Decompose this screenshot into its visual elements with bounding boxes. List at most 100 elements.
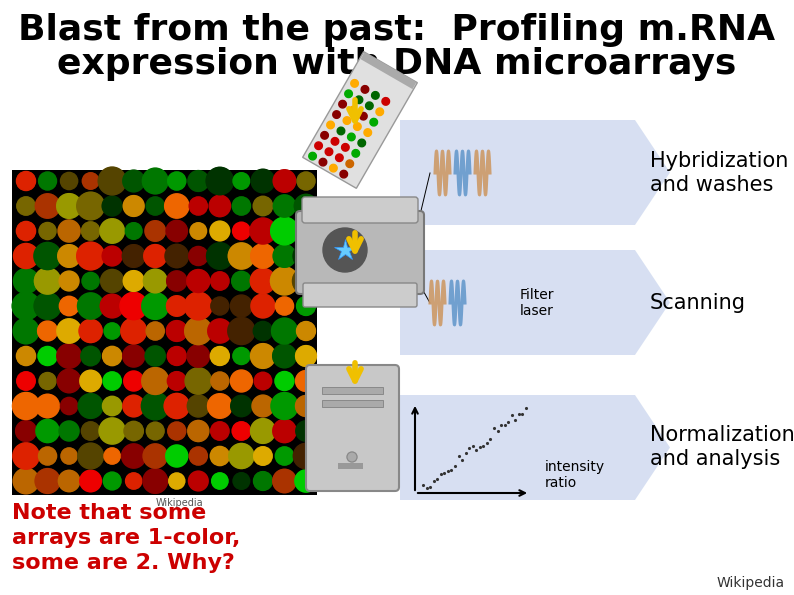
Circle shape [61, 448, 77, 464]
Circle shape [39, 447, 56, 465]
Circle shape [141, 392, 169, 420]
Circle shape [209, 195, 230, 217]
Circle shape [121, 444, 146, 468]
Circle shape [233, 197, 250, 215]
Circle shape [168, 172, 186, 190]
Circle shape [77, 192, 105, 220]
Circle shape [365, 102, 373, 109]
Circle shape [124, 421, 144, 441]
Circle shape [187, 395, 210, 417]
Circle shape [251, 294, 275, 318]
Circle shape [13, 443, 39, 469]
Circle shape [58, 245, 80, 267]
Circle shape [321, 131, 329, 139]
Circle shape [250, 218, 276, 244]
Circle shape [254, 372, 272, 390]
Circle shape [273, 195, 295, 217]
Circle shape [145, 346, 165, 366]
Circle shape [210, 346, 229, 365]
Circle shape [56, 193, 82, 218]
Circle shape [189, 246, 208, 265]
Circle shape [251, 169, 275, 193]
Circle shape [229, 443, 254, 468]
Text: Blast from the past:  Profiling m.RNA: Blast from the past: Profiling m.RNA [18, 13, 776, 47]
Circle shape [184, 292, 212, 320]
Circle shape [251, 294, 275, 318]
Circle shape [297, 296, 315, 315]
Circle shape [273, 195, 295, 217]
Circle shape [211, 297, 229, 315]
Circle shape [123, 345, 145, 367]
Circle shape [168, 372, 186, 390]
Text: Filter
laser: Filter laser [520, 288, 554, 318]
Circle shape [188, 471, 208, 491]
Circle shape [210, 422, 229, 440]
Circle shape [212, 473, 228, 489]
Circle shape [210, 446, 229, 465]
FancyBboxPatch shape [302, 197, 418, 223]
Circle shape [228, 318, 255, 345]
Circle shape [78, 443, 103, 469]
Circle shape [77, 242, 105, 270]
Circle shape [271, 267, 299, 295]
Circle shape [100, 219, 125, 243]
Circle shape [233, 472, 249, 489]
Circle shape [253, 472, 272, 490]
Circle shape [295, 470, 317, 492]
Circle shape [80, 470, 102, 491]
Circle shape [230, 295, 252, 317]
Circle shape [253, 321, 272, 340]
Circle shape [187, 395, 210, 417]
Circle shape [102, 346, 121, 365]
Circle shape [82, 222, 100, 240]
Circle shape [124, 371, 144, 391]
Circle shape [276, 297, 294, 315]
Circle shape [39, 172, 56, 190]
Circle shape [295, 195, 318, 218]
Circle shape [143, 469, 168, 493]
Circle shape [275, 371, 294, 390]
Circle shape [189, 197, 207, 215]
Circle shape [273, 469, 296, 493]
Circle shape [298, 223, 314, 240]
Circle shape [208, 319, 232, 343]
Circle shape [341, 143, 349, 151]
Circle shape [123, 170, 145, 192]
Circle shape [144, 269, 167, 293]
Circle shape [79, 320, 102, 343]
Circle shape [121, 318, 147, 344]
Circle shape [35, 469, 60, 493]
Circle shape [60, 397, 78, 415]
Circle shape [36, 194, 60, 218]
Circle shape [102, 396, 121, 416]
Circle shape [81, 346, 100, 366]
Circle shape [296, 421, 316, 441]
Circle shape [253, 196, 272, 215]
Circle shape [293, 443, 318, 469]
Circle shape [104, 448, 120, 464]
Circle shape [35, 469, 60, 493]
Circle shape [100, 294, 124, 318]
Circle shape [189, 246, 208, 265]
Circle shape [189, 197, 207, 215]
Circle shape [60, 397, 78, 415]
Circle shape [229, 443, 254, 468]
Circle shape [166, 220, 187, 242]
Circle shape [36, 194, 60, 218]
Circle shape [143, 469, 168, 493]
Circle shape [187, 421, 209, 441]
Text: expression with DNA microarrays: expression with DNA microarrays [57, 47, 737, 81]
Circle shape [123, 271, 144, 292]
Circle shape [188, 171, 209, 192]
Circle shape [34, 242, 61, 270]
Circle shape [314, 142, 322, 149]
Circle shape [17, 197, 35, 215]
FancyBboxPatch shape [296, 211, 424, 294]
Circle shape [125, 223, 142, 239]
Circle shape [333, 111, 341, 118]
Circle shape [102, 196, 122, 216]
Circle shape [60, 271, 79, 291]
Circle shape [123, 196, 144, 217]
Circle shape [60, 296, 79, 316]
Circle shape [272, 344, 296, 368]
